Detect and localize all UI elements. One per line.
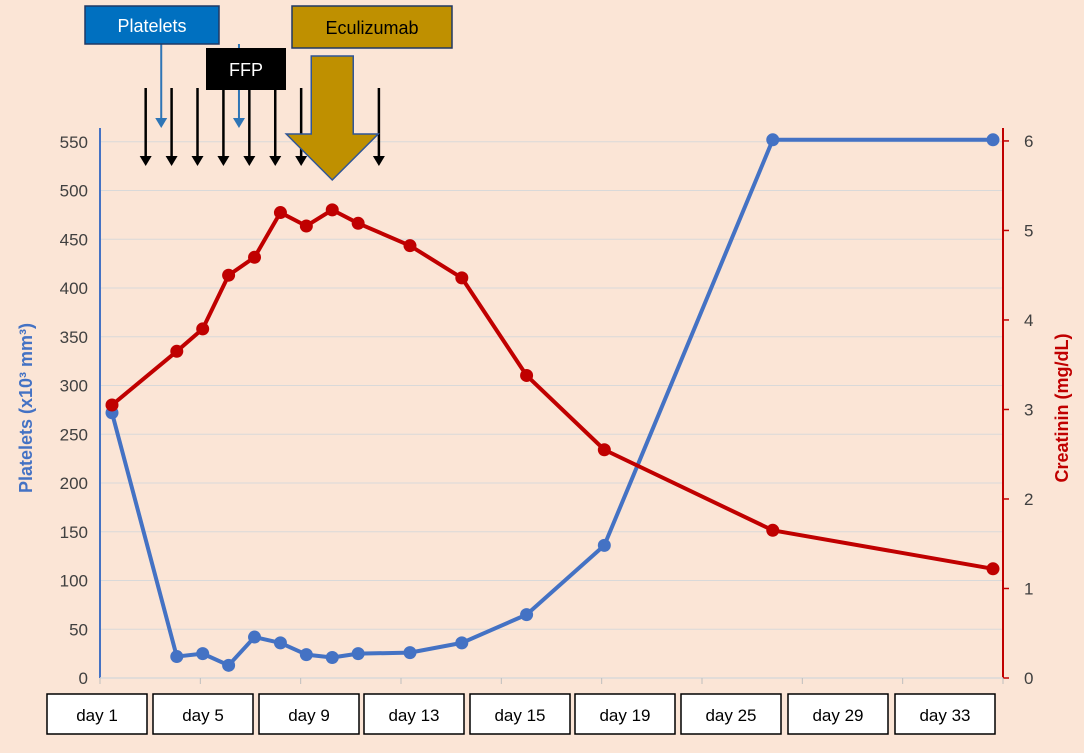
day-label: day 19: [599, 706, 650, 725]
day-labels: day 1 day 5 day 9 day 13 day 15 day 19 day 25 d…: [46, 693, 996, 735]
data-point-creatinin: [105, 398, 119, 412]
data-point-creatinin: [597, 443, 611, 457]
right-axis-title: Creatinin (mg/dL): [1052, 334, 1072, 483]
ffp-label: FFP: [229, 60, 263, 80]
day-label: day 1: [76, 706, 118, 725]
day-label: day 29: [812, 706, 863, 725]
axes: 0 50 100 150 200 250 300 350 400 450 500 550 0 1 2 3 4 5 6: [60, 128, 1033, 688]
data-point-platelets: [597, 538, 611, 552]
right-tick-label: 0: [1024, 669, 1033, 688]
data-point-platelets: [299, 648, 313, 662]
data-point-creatinin: [325, 203, 339, 217]
day-label-box: [152, 693, 254, 735]
day-label-box: [787, 693, 889, 735]
left-tick-label: 350: [60, 328, 88, 347]
ffp-arrow-head: [217, 156, 230, 166]
day-label-box: [46, 693, 148, 735]
series-line-creatinin: [110, 207, 994, 571]
left-tick-label: 50: [69, 620, 88, 639]
right-tick-label: 6: [1024, 132, 1033, 151]
right-tick-label: 2: [1024, 490, 1033, 509]
data-point-creatinin: [248, 250, 262, 264]
right-tick-label: 5: [1024, 221, 1033, 240]
data-point-platelets: [351, 647, 365, 661]
left-axis-title: Platelets (x10³ mm³): [16, 323, 36, 493]
data-point-platelets: [403, 646, 417, 660]
ffp-arrow-head: [165, 156, 178, 166]
data-point-platelets: [766, 133, 780, 147]
ffp-arrow-head: [269, 156, 282, 166]
data-point-creatinin: [766, 523, 780, 537]
grid-lines: [100, 141, 1003, 630]
day-label-box: [680, 693, 782, 735]
left-tick-label: 100: [60, 572, 88, 591]
data-point-creatinin: [222, 268, 236, 282]
left-tick-label: 0: [79, 669, 88, 688]
data-point-platelets: [273, 636, 287, 650]
data-point-platelets: [248, 630, 262, 644]
day-label: day 9: [288, 706, 330, 725]
right-tick-label: 1: [1024, 579, 1033, 598]
ffp-arrow-head: [139, 156, 152, 166]
data-point-platelets: [986, 133, 1000, 147]
platelets-label: Platelets: [117, 16, 186, 36]
left-tick-label: 300: [60, 377, 88, 396]
data-point-creatinin: [351, 216, 365, 230]
eculizumab-arrow: [284, 55, 381, 182]
data-point-creatinin: [455, 271, 469, 285]
platelet-transfusion-arrow-head: [232, 118, 245, 128]
eculizumab-label: Eculizumab: [325, 18, 418, 38]
data-point-platelets: [520, 608, 534, 622]
series: [105, 133, 1000, 672]
data-point-creatinin: [986, 562, 1000, 576]
right-tick-label: 3: [1024, 400, 1033, 419]
data-point-platelets: [222, 658, 236, 672]
ffp-arrow-head: [191, 156, 204, 166]
data-point-creatinin: [273, 206, 287, 220]
left-tick-label: 250: [60, 425, 88, 444]
day-label: day 13: [388, 706, 439, 725]
platelets-label-box: [84, 5, 220, 45]
day-label-box: [258, 693, 360, 735]
left-tick-label: 400: [60, 279, 88, 298]
ffp-arrow-head: [295, 156, 308, 166]
data-point-platelets: [325, 651, 339, 665]
annotations: Platelets FFP Eculizumab: [84, 5, 453, 182]
right-tick-label: 4: [1024, 311, 1033, 330]
ffp-arrow-head: [243, 156, 256, 166]
data-point-platelets: [170, 650, 184, 664]
day-label-box: [363, 693, 465, 735]
day-label-box: [574, 693, 676, 735]
data-point-creatinin: [520, 368, 534, 382]
ffp-label-box: [206, 48, 286, 90]
day-label: day 33: [919, 706, 970, 725]
eculizumab-label-box: [291, 5, 453, 49]
left-tick-label: 500: [60, 182, 88, 201]
left-tick-label: 150: [60, 523, 88, 542]
data-point-creatinin: [403, 239, 417, 253]
left-tick-label: 450: [60, 230, 88, 249]
day-label-box: [469, 693, 571, 735]
data-point-creatinin: [299, 219, 313, 233]
data-point-creatinin: [196, 322, 210, 336]
day-label: day 5: [182, 706, 224, 725]
platelet-transfusion-arrow-head: [155, 118, 168, 128]
day-label: day 25: [705, 706, 756, 725]
ffp-arrow-head: [372, 156, 385, 166]
data-point-platelets: [455, 636, 469, 650]
data-point-platelets: [196, 647, 210, 661]
day-label-box: [894, 693, 996, 735]
left-tick-label: 200: [60, 474, 88, 493]
day-label: day 15: [494, 706, 545, 725]
data-point-creatinin: [170, 344, 184, 358]
left-tick-label: 550: [60, 133, 88, 152]
